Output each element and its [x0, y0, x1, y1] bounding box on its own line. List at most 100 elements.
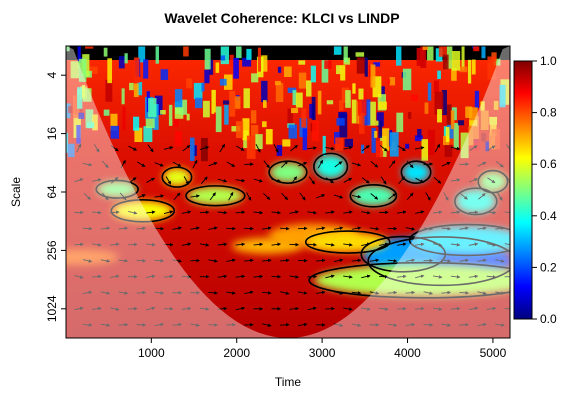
phase-arrow — [217, 178, 228, 183]
heatmap-cell — [465, 106, 473, 118]
heatmap-cell — [215, 62, 220, 73]
phase-arrow — [370, 193, 379, 200]
phase-arrow — [235, 210, 246, 215]
colorbar-tick-label: 0.6 — [540, 157, 557, 171]
phase-arrow — [414, 242, 425, 247]
phase-arrow — [361, 307, 371, 311]
phase-arrow — [495, 291, 505, 295]
phase-arrow — [468, 178, 479, 183]
phase-arrow — [82, 162, 93, 167]
phase-arrow — [128, 145, 138, 151]
phase-arrow — [244, 290, 254, 295]
phase-arrow — [487, 145, 496, 151]
phase-arrow — [405, 290, 416, 295]
heatmap-cell — [469, 120, 478, 126]
heatmap-cell — [193, 82, 203, 100]
phase-arrow — [93, 144, 100, 153]
heatmap-cell — [453, 122, 459, 149]
heatmap-cell — [255, 134, 263, 150]
phase-arrow — [163, 146, 174, 150]
heatmap-cell — [433, 80, 440, 93]
phase-arrow — [154, 226, 165, 231]
heatmap-cell — [134, 127, 143, 142]
heatmap-cell — [224, 104, 229, 125]
phase-arrow — [92, 274, 102, 279]
heatmap-cell — [493, 100, 499, 110]
phase-arrow — [379, 242, 389, 247]
heatmap-cell — [110, 113, 118, 131]
phase-arrow — [110, 274, 120, 279]
phase-arrow — [333, 194, 344, 199]
phase-arrow — [432, 307, 443, 311]
phase-arrow — [315, 258, 326, 263]
heatmap-cell — [118, 56, 125, 69]
phase-arrow — [199, 307, 210, 311]
significance-contour — [110, 199, 176, 223]
y-axis-label: Scale — [9, 177, 23, 207]
phase-arrow — [145, 242, 156, 247]
phase-arrow — [308, 176, 315, 185]
phase-arrow — [280, 258, 290, 263]
phase-arrow — [74, 306, 84, 311]
phase-arrow — [163, 210, 174, 214]
heatmap-cell — [263, 100, 267, 108]
heatmap-cell — [427, 129, 435, 155]
phase-arrow — [200, 176, 208, 185]
phase-arrow — [253, 274, 264, 279]
coherence-region — [187, 186, 244, 205]
phase-arrow — [118, 226, 129, 231]
phase-arrow — [110, 242, 120, 247]
heatmap-cell — [155, 46, 159, 64]
heatmap-cell — [446, 46, 453, 69]
phase-arrow — [477, 226, 487, 231]
phase-arrow — [74, 178, 84, 183]
phase-arrow — [110, 145, 119, 152]
phase-arrow — [504, 308, 510, 310]
phase-arrow — [208, 162, 218, 167]
phase-arrow — [397, 242, 407, 247]
phase-arrow — [379, 145, 388, 152]
phase-arrow — [380, 176, 387, 185]
chart-title: Wavelet Coherence: KLCI vs LINDP — [164, 10, 399, 26]
phase-arrow — [443, 192, 449, 201]
phase-arrow — [369, 291, 380, 295]
heatmap-cell — [443, 54, 449, 70]
phase-arrow — [183, 176, 189, 185]
coherence-region — [112, 200, 173, 221]
heatmap-texture — [66, 46, 510, 162]
heatmap-cell — [471, 59, 476, 75]
phase-arrow — [235, 306, 246, 311]
phase-arrow — [110, 307, 120, 311]
phase-arrow — [459, 162, 469, 166]
phase-arrow — [82, 323, 93, 327]
phase-arrow — [325, 146, 335, 151]
phase-arrow — [387, 290, 398, 295]
phase-arrow — [145, 210, 156, 215]
heatmap-cell — [445, 127, 450, 143]
phase-arrow — [299, 192, 306, 201]
heatmap-cell — [382, 128, 390, 151]
phase-arrow — [110, 176, 119, 184]
heatmap-cell — [246, 48, 252, 60]
phase-arrow — [226, 161, 236, 168]
phase-arrow — [486, 243, 497, 247]
heatmap-cell — [306, 80, 312, 97]
heatmap-cell — [229, 54, 234, 67]
heatmap-cell — [345, 90, 351, 108]
heatmap-cell — [451, 68, 457, 81]
phase-arrow — [486, 210, 497, 215]
phase-arrow — [369, 226, 380, 231]
phase-arrow — [343, 275, 353, 279]
heatmap-cell — [203, 100, 210, 118]
heatmap-cell — [446, 104, 452, 125]
heatmap-cell — [103, 109, 110, 116]
heatmap-cell — [344, 138, 353, 148]
phase-arrow — [351, 162, 362, 167]
heatmap-cell — [395, 46, 402, 66]
phase-arrow — [136, 161, 146, 167]
phase-arrow — [351, 291, 362, 295]
heatmap-cell — [257, 47, 262, 72]
phase-arrow — [495, 259, 505, 263]
phase-arrow — [172, 226, 182, 230]
heatmap-cell — [356, 57, 366, 74]
